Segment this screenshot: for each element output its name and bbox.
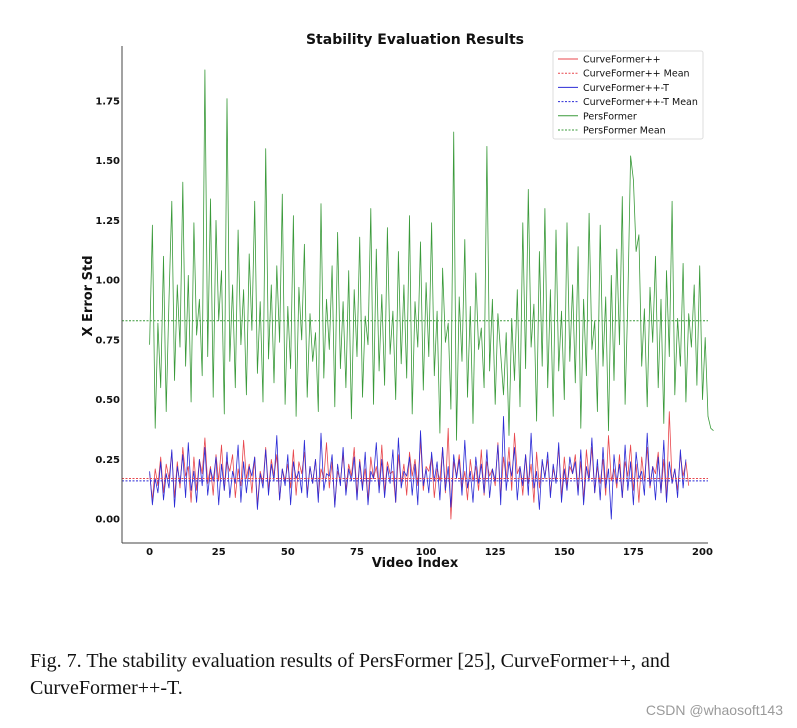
x-tick-label: 200 (692, 547, 713, 558)
x-tick-label: 75 (350, 547, 364, 558)
x-axis-label: Video Index (372, 556, 459, 571)
legend-label: CurveFormer++ (583, 55, 661, 66)
series-line-persformer (149, 69, 714, 441)
x-tick-label: 25 (212, 547, 226, 558)
legend-label: PersFormer (583, 111, 637, 122)
legend: CurveFormer++ CurveFormer++ Mean CurveForm… (552, 50, 704, 140)
y-tick-label: 0.25 (95, 455, 120, 466)
x-tick-label: 0 (146, 547, 153, 558)
legend-label: CurveFormer++-T (583, 83, 669, 94)
x-tick-label: 125 (485, 547, 506, 558)
legend-box (552, 50, 704, 140)
stability-chart: Stability Evaluation Results 0 25 50 75 100 1… (81, 32, 714, 571)
y-tick-label: 0.50 (95, 395, 120, 406)
legend-label: CurveFormer++ Mean (583, 69, 690, 80)
x-tick-labels: 0 25 50 75 100 125 150 175 200 (146, 547, 713, 558)
y-tick-label: 0.75 (95, 335, 120, 346)
x-tick-label: 100 (416, 547, 437, 558)
y-axis-label: X Error Std (81, 255, 96, 336)
x-tick-label: 150 (554, 547, 575, 558)
x-tick-label: 175 (623, 547, 644, 558)
watermark: CSDN @whaosoft143 (645, 702, 783, 718)
plot-series (122, 69, 714, 520)
y-tick-label: 0.00 (95, 515, 120, 526)
series-line-curveformerpp-t (149, 415, 687, 520)
y-tick-labels: 0.00 0.25 0.50 0.75 1.00 1.25 1.50 1.75 (95, 96, 120, 525)
y-tick-label: 1.25 (95, 216, 120, 227)
y-tick-label: 1.00 (95, 276, 120, 287)
chart-title: Stability Evaluation Results (306, 32, 524, 48)
legend-label: PersFormer Mean (583, 126, 666, 137)
legend-label: CurveFormer++-T Mean (583, 97, 698, 108)
x-tick-label: 50 (281, 547, 295, 558)
figure-caption: Fig. 7. The stability evaluation results… (30, 650, 670, 699)
y-tick-label: 1.75 (95, 96, 120, 107)
y-tick-label: 1.50 (95, 156, 120, 167)
